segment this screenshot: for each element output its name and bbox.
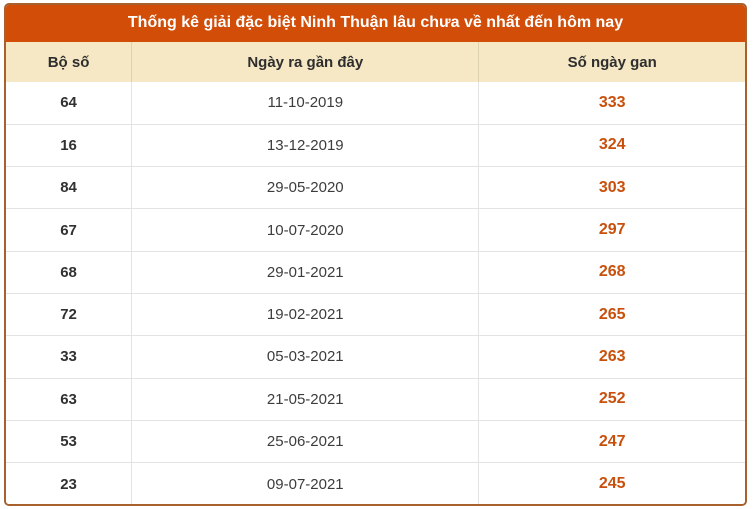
table-row: 68 29-01-2021 268 [6,250,745,294]
cell-days: 297 [478,208,745,252]
cell-days: 245 [478,462,745,504]
cell-date: 25-06-2021 [131,419,480,463]
table-row: 33 05-03-2021 263 [6,335,745,379]
stats-table-body: 64 11-10-2019 333 16 13-12-2019 324 84 29-05-20… [6,82,745,504]
table-row: 63 21-05-2021 252 [6,377,745,421]
cell-number: 16 [6,123,133,167]
table-row: 67 10-07-2020 297 [6,208,745,252]
column-header-days-gap: Số ngày gan [567,53,657,71]
cell-date: 10-07-2020 [131,208,480,252]
cell-number: 33 [6,335,133,379]
cell-number: 84 [6,166,133,209]
header-row: Bộ số Ngày ra gần đây Số ngày gan [6,42,745,82]
cell-days: 252 [478,377,745,421]
cell-number: 67 [6,208,133,252]
cell-date: 29-05-2020 [131,166,480,209]
lottery-stats-card: Thống kê giải đặc biệt Ninh Thuận lâu ch… [4,3,747,506]
cell-number: 68 [6,250,133,294]
cell-days: 263 [478,335,745,379]
cell-date: 21-05-2021 [131,377,480,421]
cell-number: 63 [6,377,133,421]
column-header-last-date: Ngày ra gần đây [131,42,480,82]
table-row: 64 11-10-2019 333 [6,82,745,125]
table-row: 23 09-07-2021 245 [6,462,745,504]
stats-title: Thống kê giải đặc biệt Ninh Thuận lâu ch… [6,5,745,42]
cell-number: 23 [6,462,133,504]
cell-date: 29-01-2021 [131,250,480,294]
cell-days: 324 [478,123,745,167]
cell-days: 265 [478,292,745,336]
column-header-number: Bộ số [6,42,133,82]
stats-table: Bộ số Ngày ra gần đây Số ngày gan 64 11-1… [6,42,745,504]
cell-date: 11-10-2019 [131,82,480,125]
table-row: 53 25-06-2021 247 [6,419,745,463]
cell-days: 268 [478,250,745,294]
cell-date: 09-07-2021 [131,462,480,504]
table-row: 72 19-02-2021 265 [6,292,745,336]
table-row: 16 13-12-2019 324 [6,123,745,167]
cell-number: 53 [6,419,133,463]
cell-number: 72 [6,292,133,336]
cell-days: 303 [478,166,745,209]
cell-date: 05-03-2021 [131,335,480,379]
table-row: 84 29-05-2020 303 [6,166,745,209]
cell-date: 19-02-2021 [131,292,480,336]
cell-days: 247 [478,419,745,463]
cell-days: 333 [598,93,626,111]
stats-table-header: Bộ số Ngày ra gần đây Số ngày gan [6,42,745,82]
cell-number: 64 [6,82,133,125]
cell-date: 13-12-2019 [131,123,480,167]
